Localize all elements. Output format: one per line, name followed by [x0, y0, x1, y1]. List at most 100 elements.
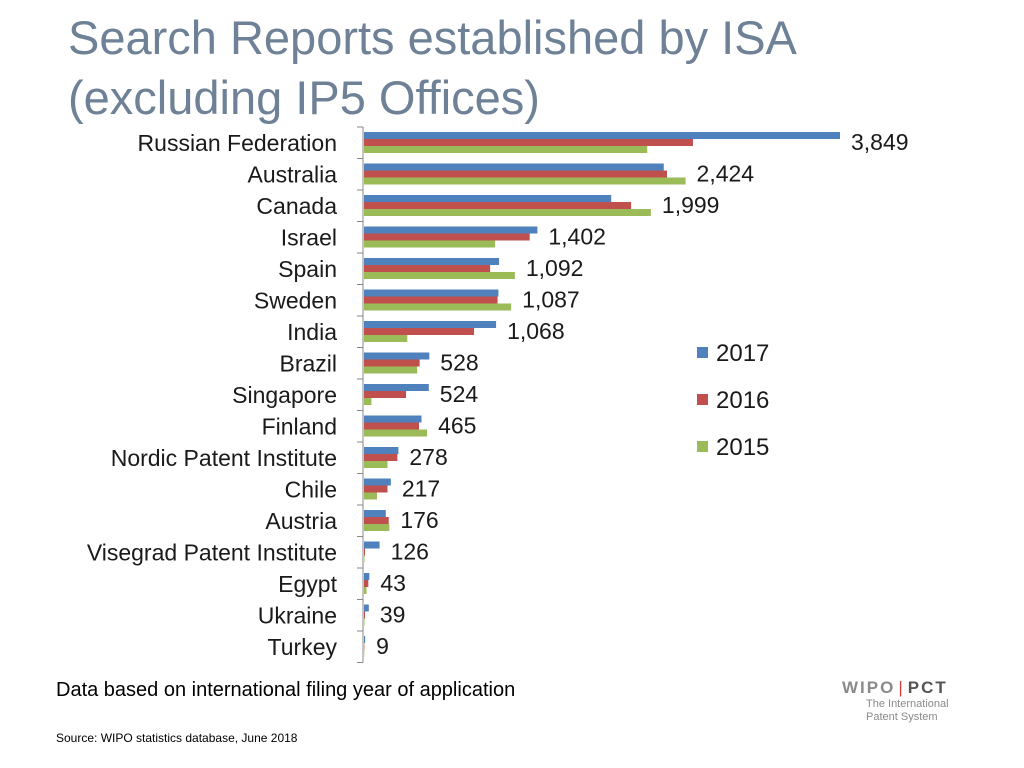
data-label: 217: [402, 475, 440, 501]
bar-2017: [364, 195, 612, 202]
bar-2017: [364, 510, 386, 517]
bar-2015: [364, 240, 496, 248]
bar-2017: [364, 289, 499, 297]
bar-2016: [364, 359, 420, 367]
legend-swatch-2016: [697, 394, 708, 405]
bar-2015: [364, 492, 377, 500]
logo-product: PCT: [907, 678, 948, 697]
data-label: 524: [440, 381, 479, 407]
category-label: Australia: [248, 161, 338, 187]
data-label: 1,999: [662, 192, 720, 218]
wipo-pct-logo: WIPO | PCT The International Patent System: [842, 678, 982, 724]
bar-2015: [364, 587, 367, 594]
legend-label-2017: 2017: [716, 340, 769, 367]
bar-2015: [364, 146, 648, 153]
bar-2017: [364, 352, 430, 360]
category-label: Ukraine: [258, 602, 337, 628]
bar-2017: [364, 604, 369, 612]
slide-title-line-2: (excluding IP5 Offices): [68, 71, 540, 124]
data-label: 2,424: [697, 160, 755, 186]
data-label: 39: [380, 601, 406, 627]
logo-wordmark: WIPO | PCT: [842, 678, 982, 698]
bar-2017: [364, 573, 370, 580]
bar-2015: [364, 272, 515, 279]
category-label: Austria: [265, 508, 337, 534]
source-note: Source: WIPO statistics database, June 2…: [56, 731, 298, 745]
category-label: Singapore: [232, 382, 337, 408]
logo-brand: WIPO: [842, 678, 896, 697]
bar-2016: [364, 170, 667, 178]
bar-2015: [364, 461, 388, 468]
data-label: 465: [438, 412, 476, 438]
bar-2017: [364, 384, 429, 391]
data-label: 3,849: [851, 129, 909, 155]
category-label: Russian Federation: [138, 130, 337, 156]
bar-2017: [364, 226, 538, 234]
bar-2017: [364, 163, 664, 171]
bar-2016: [364, 485, 388, 493]
bar-2015: [364, 303, 512, 311]
bar-2016: [364, 202, 632, 209]
category-label: Canada: [256, 193, 337, 219]
bar-2017: [364, 541, 380, 549]
slide-title-line-1: Search Reports established by ISA: [68, 11, 797, 64]
category-label: Israel: [281, 224, 337, 250]
bar-2016: [364, 454, 398, 461]
data-label: 528: [440, 349, 478, 375]
data-label: 278: [409, 444, 447, 470]
bar-2017: [364, 478, 391, 486]
data-label: 126: [391, 538, 429, 564]
data-label: 9: [376, 633, 389, 659]
category-label: Spain: [278, 256, 337, 282]
logo-tagline: The International Patent System: [866, 698, 982, 724]
data-label: 1,068: [507, 318, 565, 344]
bar-2016: [364, 517, 389, 524]
bar-2016: [364, 422, 420, 430]
bar-2016: [364, 233, 530, 241]
data-label: 1,402: [548, 223, 606, 249]
bar-2016: [364, 265, 491, 272]
logo-tagline-line-2: Patent System: [866, 711, 938, 723]
bar-2016: [364, 580, 369, 587]
bar-2017: [364, 636, 366, 643]
bar-2016: [364, 139, 693, 146]
category-label: Nordic Patent Institute: [111, 445, 337, 471]
bar-2015: [364, 335, 408, 342]
bar-2016: [364, 548, 365, 556]
data-label: 1,087: [522, 286, 580, 312]
bar-2017: [364, 447, 399, 454]
legend-label-2015: 2015: [716, 434, 769, 461]
data-label: 43: [380, 570, 406, 596]
slide-title: Search Reports established by ISA (exclu…: [68, 8, 948, 128]
logo-separator: |: [898, 678, 905, 697]
category-label: India: [287, 319, 337, 345]
data-label: 1,092: [526, 255, 584, 281]
bar-2015: [364, 209, 651, 216]
category-label: Chile: [285, 476, 337, 502]
bar-2017: [364, 132, 840, 139]
bar-2016: [364, 328, 475, 335]
category-label: Brazil: [279, 350, 337, 376]
bar-2015: [364, 366, 418, 374]
category-label: Egypt: [278, 571, 337, 597]
category-label: Sweden: [254, 287, 337, 313]
bar-2017: [364, 321, 497, 328]
bar-2016: [364, 296, 498, 304]
bar-2015: [364, 429, 428, 437]
category-label: Visegrad Patent Institute: [87, 539, 337, 565]
data-note: Data based on international filing year …: [56, 679, 516, 701]
legend-label-2016: 2016: [716, 387, 769, 414]
bar-2017: [364, 415, 422, 423]
bar-2015: [364, 524, 390, 531]
category-label: Finland: [262, 413, 337, 439]
bar-2016: [364, 611, 365, 619]
bar-2017: [364, 258, 500, 265]
logo-tagline-line-1: The International: [866, 698, 949, 710]
data-label: 176: [400, 507, 438, 533]
bar-2016: [364, 391, 407, 398]
category-label: Turkey: [268, 634, 338, 660]
bar-2015: [364, 177, 686, 185]
legend-swatch-2017: [697, 347, 708, 358]
bar-2015: [364, 398, 372, 405]
